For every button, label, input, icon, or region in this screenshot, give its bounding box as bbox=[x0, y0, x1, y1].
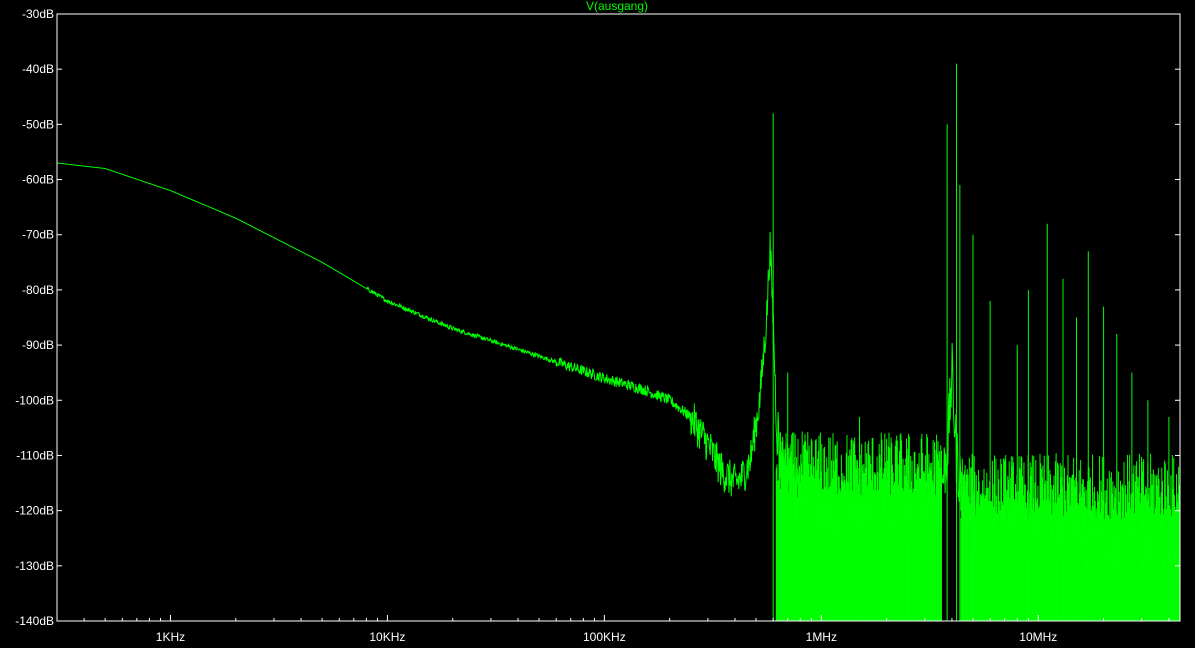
x-tick-label: 1MHz bbox=[806, 630, 837, 644]
x-tick-label: 1KHz bbox=[156, 630, 185, 644]
x-axis: 1KHz 10KHz 100KHz 1MHz 10MHz bbox=[56, 615, 1170, 644]
y-tick-label: -90dB bbox=[22, 338, 54, 352]
y-tick-label: -60dB bbox=[22, 173, 54, 187]
y-tick-label: -140dB bbox=[15, 614, 54, 628]
x-tick-label: 10MHz bbox=[1019, 630, 1057, 644]
y-tick-label: -50dB bbox=[22, 117, 54, 131]
x-tick-label: 10KHz bbox=[369, 630, 405, 644]
series-line bbox=[56, 162, 1181, 583]
y-tick-label: -130dB bbox=[15, 559, 54, 573]
y-tick-label: -100dB bbox=[15, 393, 54, 407]
y-tick-label: -110dB bbox=[16, 448, 54, 462]
y-tick-label: -120dB bbox=[15, 504, 54, 518]
y-tick-label: -70dB bbox=[22, 228, 54, 242]
y-tick-label: -80dB bbox=[22, 283, 54, 297]
y-axis: -30dB -40dB -50dB -60dB -70dB -80dB -90dB -100d… bbox=[15, 7, 1180, 628]
x-tick-label: 100KHz bbox=[583, 630, 626, 644]
plot-frame bbox=[56, 13, 1181, 622]
chart-title: V(ausgang) bbox=[586, 0, 648, 13]
y-tick-label: -40dB bbox=[22, 62, 54, 76]
y-tick-label: -30dB bbox=[22, 7, 54, 21]
